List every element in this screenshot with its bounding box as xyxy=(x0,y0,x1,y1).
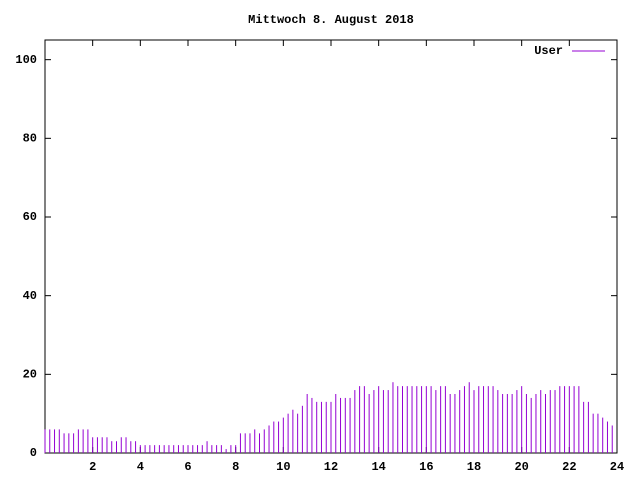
y-tick-label: 80 xyxy=(23,132,37,146)
x-tick-label: 16 xyxy=(419,460,433,474)
x-tick-label: 22 xyxy=(562,460,576,474)
x-tick-label: 12 xyxy=(324,460,338,474)
x-tick-label: 24 xyxy=(610,460,624,474)
x-tick-label: 18 xyxy=(467,460,481,474)
plot-frame xyxy=(44,39,618,454)
x-tick-label: 14 xyxy=(371,460,385,474)
y-tick-label: 20 xyxy=(23,368,37,382)
y-tick-label: 60 xyxy=(23,210,37,224)
x-tick-label: 2 xyxy=(89,460,96,474)
legend-label: User xyxy=(534,44,563,58)
y-tick-label: 40 xyxy=(23,289,37,303)
x-tick-label: 10 xyxy=(276,460,290,474)
y-tick-label: 100 xyxy=(15,53,37,67)
chart-title: Mittwoch 8. August 2018 xyxy=(248,13,414,27)
y-tick-label: 0 xyxy=(30,446,37,460)
x-tick-label: 4 xyxy=(137,460,144,474)
x-tick-label: 20 xyxy=(514,460,528,474)
x-tick-label: 6 xyxy=(184,460,191,474)
x-tick-label: 8 xyxy=(232,460,239,474)
